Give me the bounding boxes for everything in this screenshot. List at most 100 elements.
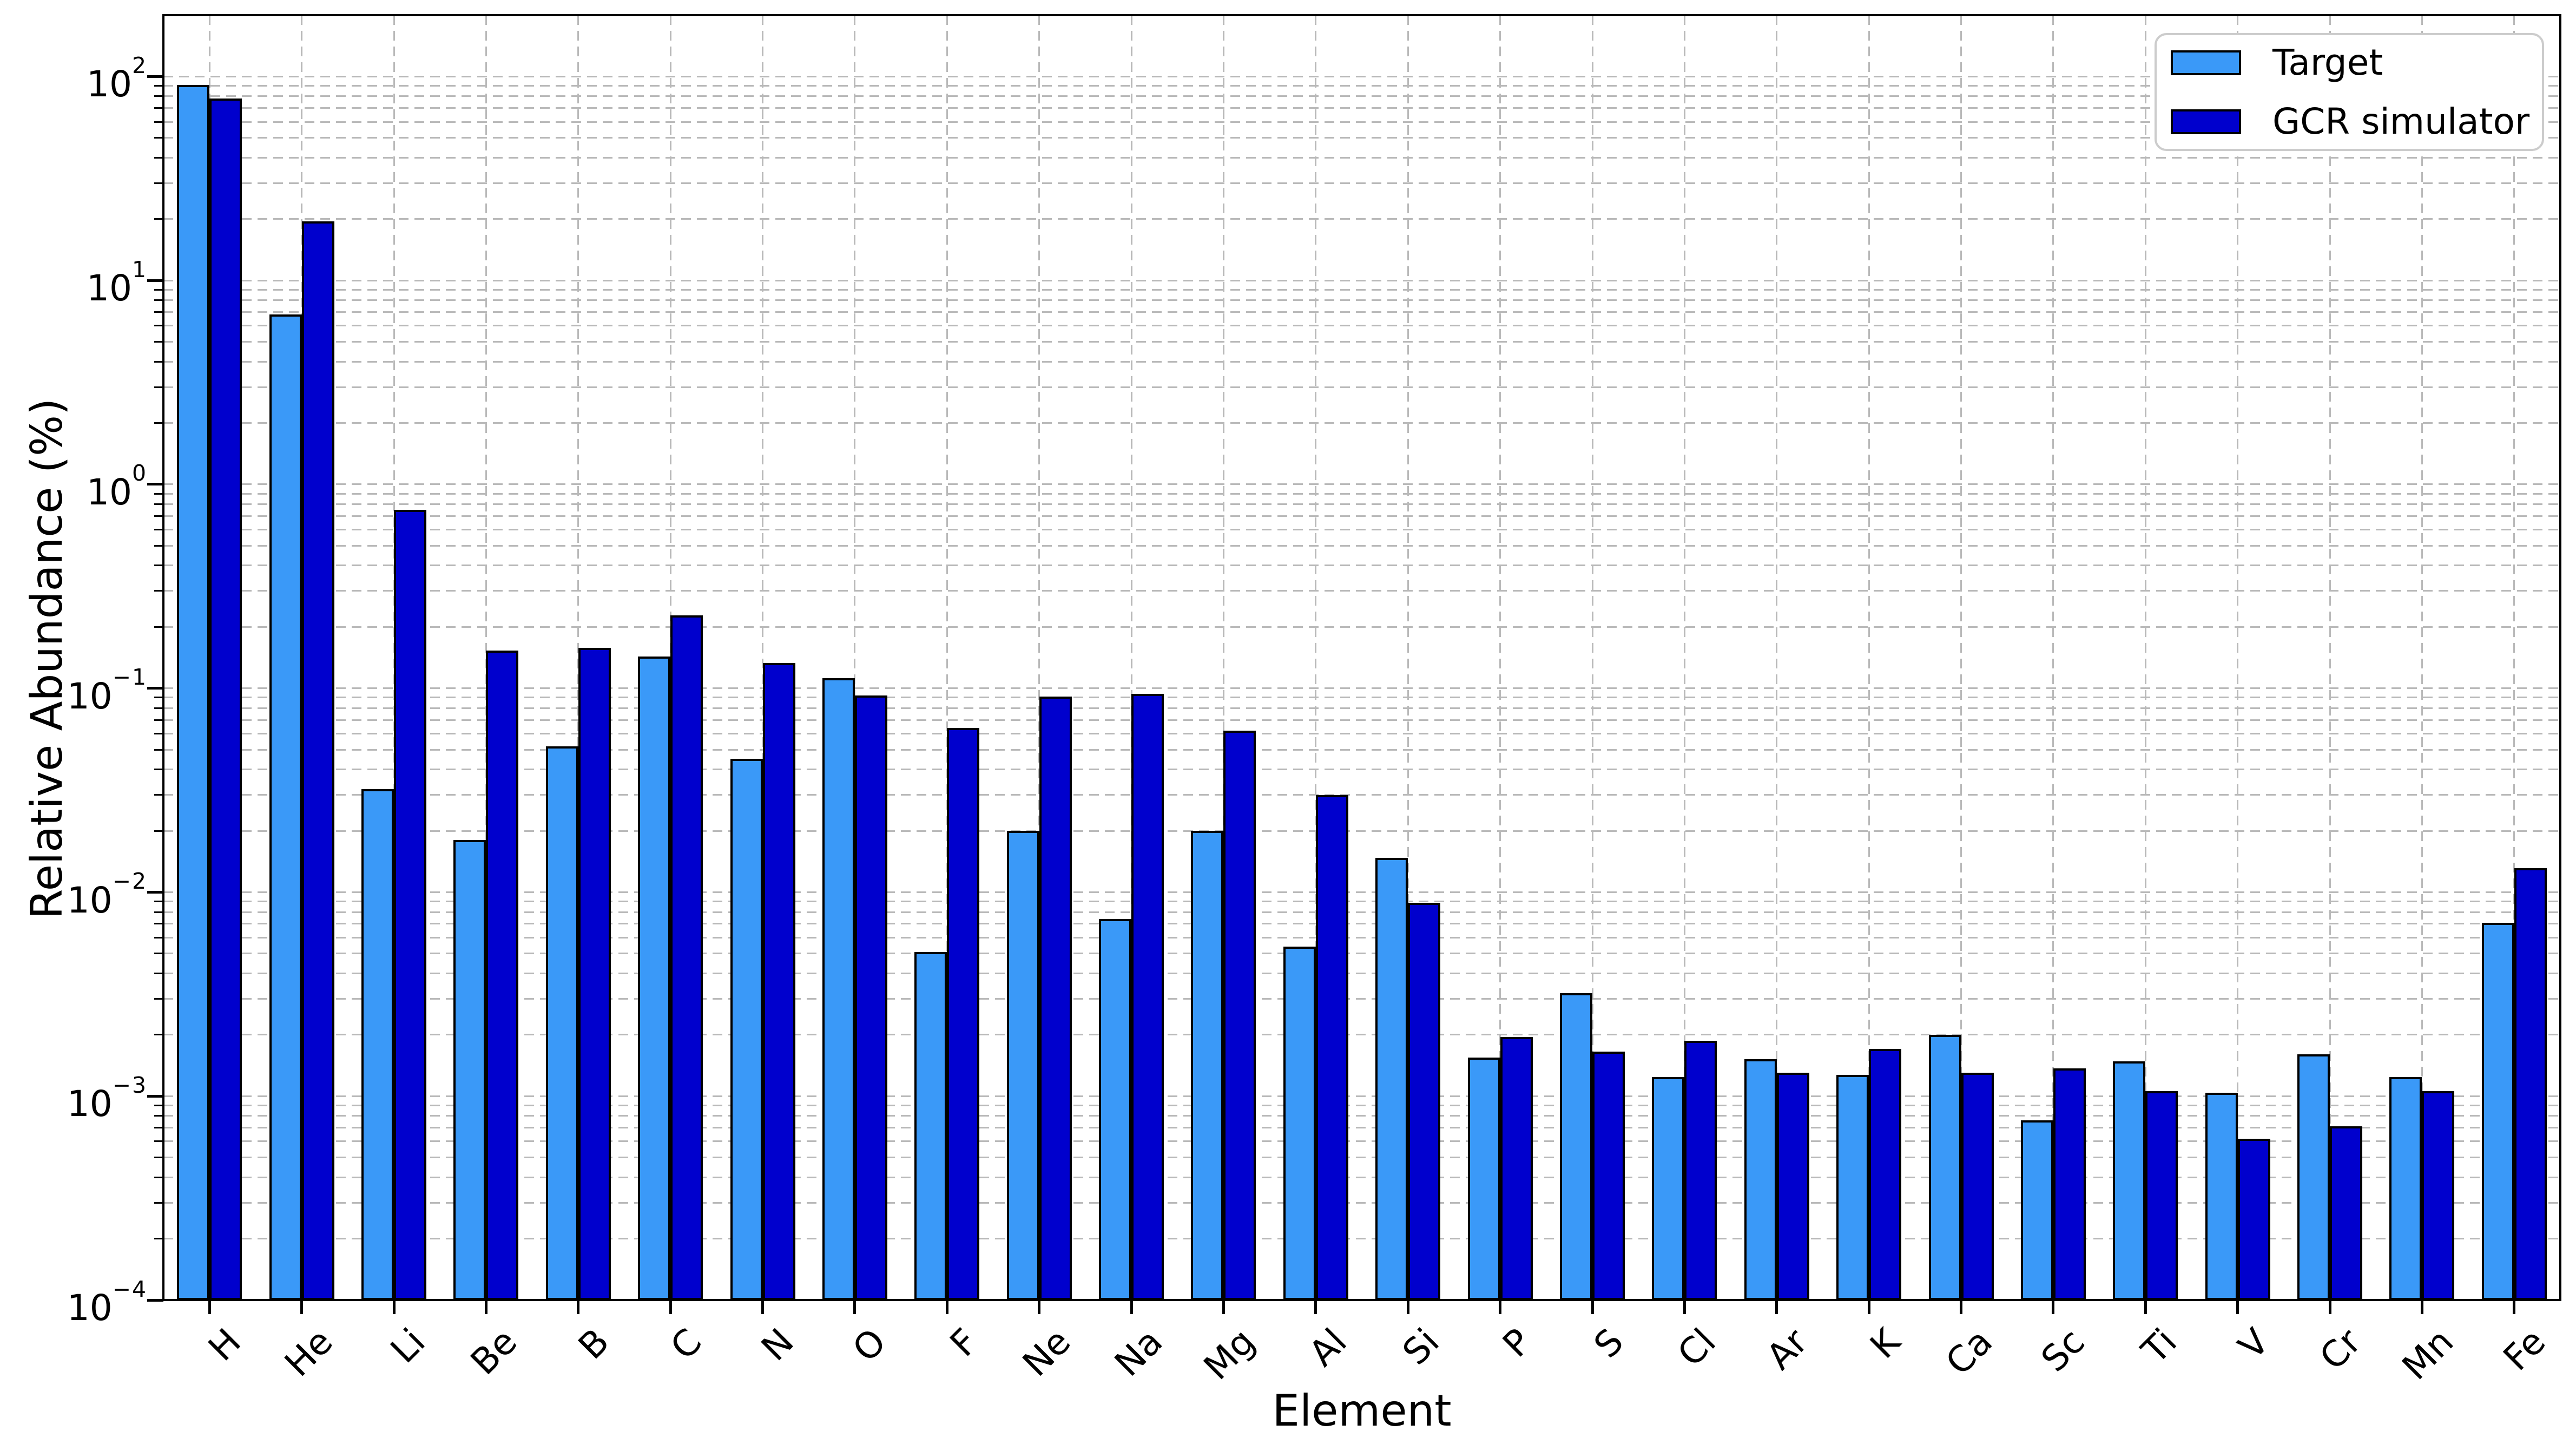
y-minor-tick xyxy=(154,422,163,424)
category-gridline-S xyxy=(1591,15,1593,1300)
x-tick-Ti xyxy=(2144,1300,2147,1314)
x-tick-label-Ti: Ti xyxy=(2133,1321,2185,1372)
target-swatch xyxy=(2171,50,2241,75)
minor-gridline xyxy=(163,626,2560,628)
x-tick-label-Ar: Ar xyxy=(1758,1321,1816,1378)
x-tick-Be xyxy=(484,1300,487,1314)
y-major-tick xyxy=(147,279,163,282)
plot-area xyxy=(163,15,2560,1301)
y-major-tick xyxy=(147,75,163,78)
bar-gcr-simulator-V xyxy=(2237,1138,2270,1300)
category-gridline-Mn xyxy=(2421,15,2423,1300)
minor-gridline xyxy=(163,749,2560,751)
y-minor-tick xyxy=(154,85,163,87)
minor-gridline xyxy=(163,137,2560,139)
y-minor-tick xyxy=(154,95,163,97)
x-tick-label-K: K xyxy=(1862,1321,1908,1367)
minor-gridline xyxy=(163,503,2560,505)
category-gridline-N xyxy=(762,15,763,1300)
x-tick-label-N: N xyxy=(753,1321,802,1369)
y-minor-tick xyxy=(154,565,163,567)
y-tick-label-10^0: 100 xyxy=(86,460,147,513)
bar-gcr-simulator-Ca xyxy=(1961,1073,1994,1300)
x-tick-He xyxy=(300,1300,304,1314)
bar-gcr-simulator-Ar xyxy=(1776,1073,1809,1300)
x-tick-V xyxy=(2236,1300,2239,1314)
y-minor-tick xyxy=(154,107,163,109)
y-major-tick xyxy=(147,1298,163,1302)
x-tick-Li xyxy=(392,1300,396,1314)
major-gridline xyxy=(163,75,2560,77)
bar-target-Li xyxy=(361,789,394,1300)
y-minor-tick xyxy=(154,503,163,505)
minor-gridline xyxy=(163,544,2560,547)
bar-target-S xyxy=(1560,993,1592,1300)
bar-target-Cr xyxy=(2297,1054,2330,1300)
minor-gridline xyxy=(163,911,2560,913)
bar-target-Be xyxy=(453,840,486,1300)
bar-gcr-simulator-B xyxy=(578,647,611,1300)
bottom-spine xyxy=(162,1299,2561,1301)
x-tick-C xyxy=(669,1300,672,1314)
bar-gcr-simulator-Al xyxy=(1315,795,1348,1300)
minor-gridline xyxy=(163,923,2560,925)
y-tick-label-10^1: 101 xyxy=(86,256,147,310)
bar-target-N xyxy=(730,759,763,1300)
x-tick-label-Al: Al xyxy=(1301,1321,1355,1375)
y-minor-tick xyxy=(154,1105,163,1106)
minor-gridline xyxy=(163,121,2560,123)
bar-target-H xyxy=(177,84,210,1300)
y-minor-tick xyxy=(154,360,163,363)
x-tick-label-Li: Li xyxy=(383,1321,433,1371)
y-tick-label-10^-2: 10−2 xyxy=(67,868,147,921)
minor-gridline xyxy=(163,1140,2560,1143)
category-gridline-Sc xyxy=(2052,15,2054,1300)
minor-gridline xyxy=(163,590,2560,592)
bar-target-Ne xyxy=(1006,831,1039,1300)
minor-gridline xyxy=(163,1157,2560,1159)
y-axis-title: Relative Abundance (%) xyxy=(22,9,72,1308)
bar-gcr-simulator-Mg xyxy=(1223,730,1256,1300)
category-gridline-O xyxy=(854,15,856,1300)
bar-target-Cl xyxy=(1652,1077,1685,1300)
minor-gridline xyxy=(163,901,2560,903)
bar-target-Mn xyxy=(2389,1077,2422,1300)
minor-gridline xyxy=(163,422,2560,424)
x-tick-label-B: B xyxy=(570,1321,618,1368)
y-tick-label-10^-4: 10−4 xyxy=(67,1276,147,1329)
minor-gridline xyxy=(163,311,2560,313)
minor-gridline xyxy=(163,697,2560,699)
y-minor-tick xyxy=(154,1115,163,1117)
gcr-simulator-swatch xyxy=(2171,109,2241,134)
x-tick-Mg xyxy=(1222,1300,1225,1314)
minor-gridline xyxy=(163,95,2560,97)
y-minor-tick xyxy=(154,137,163,139)
y-minor-tick xyxy=(154,299,163,301)
bar-target-Al xyxy=(1283,947,1316,1300)
x-tick-label-Si: Si xyxy=(1394,1321,1447,1374)
x-tick-H xyxy=(208,1300,211,1314)
category-gridline-Ti xyxy=(2144,15,2146,1300)
category-gridline-Ar xyxy=(1776,15,1778,1300)
x-tick-Cl xyxy=(1683,1300,1686,1314)
bar-gcr-simulator-P xyxy=(1500,1037,1533,1300)
bar-gcr-simulator-Ti xyxy=(2145,1091,2178,1300)
x-tick-label-Mn: Mn xyxy=(2394,1321,2461,1388)
minor-gridline xyxy=(163,182,2560,184)
y-minor-tick xyxy=(154,182,163,184)
minor-gridline xyxy=(163,107,2560,109)
y-minor-tick xyxy=(154,707,163,709)
minor-gridline xyxy=(163,565,2560,567)
y-minor-tick xyxy=(154,156,163,159)
x-tick-label-F: F xyxy=(942,1321,986,1365)
x-tick-label-S: S xyxy=(1586,1321,1632,1367)
category-gridline-Ne xyxy=(1038,15,1040,1300)
category-gridline-P xyxy=(1499,15,1501,1300)
y-minor-tick xyxy=(154,719,163,721)
y-minor-tick xyxy=(154,911,163,913)
minor-gridline xyxy=(163,719,2560,721)
x-tick-label-Cr: Cr xyxy=(2311,1321,2369,1379)
y-minor-tick xyxy=(154,121,163,123)
x-tick-Na xyxy=(1130,1300,1133,1314)
